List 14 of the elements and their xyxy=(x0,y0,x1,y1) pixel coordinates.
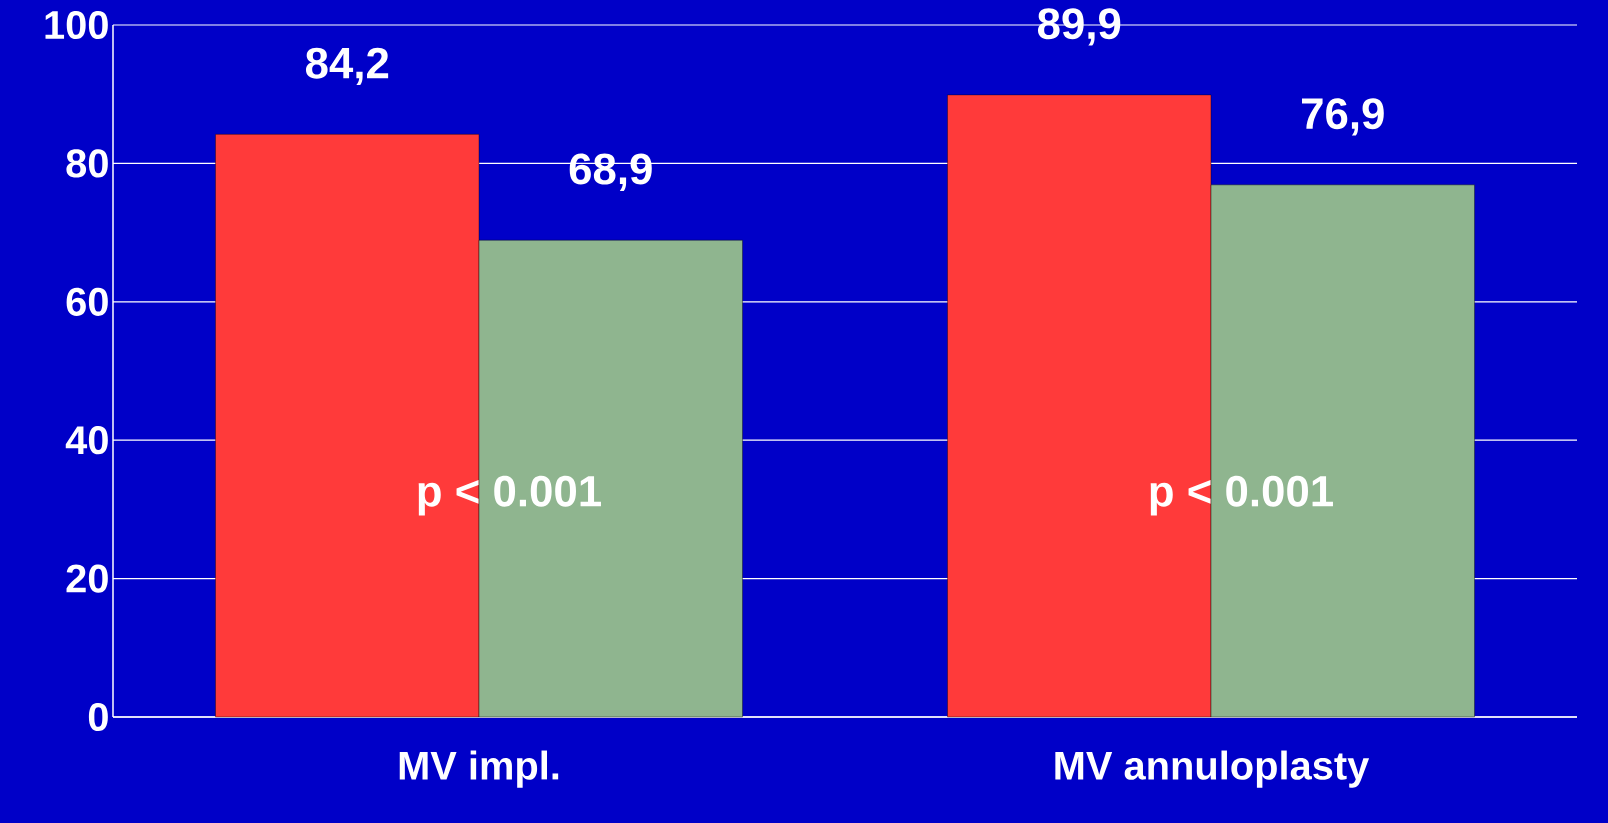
x-tick-label: MV annuloplasty xyxy=(1055,750,1370,788)
data-label: 89,9 xyxy=(1037,8,1121,46)
y-tick-label: 40 xyxy=(65,426,108,455)
y-tick-label: 0 xyxy=(88,702,108,732)
data-label: 76,9 xyxy=(1302,98,1384,136)
annotation: p < 0.001 xyxy=(1150,475,1333,516)
y-tick-label: 80 xyxy=(66,149,108,178)
annotation: p < 0.001 xyxy=(418,475,601,516)
data-label: 68,9 xyxy=(569,153,652,191)
data-label: 84,2 xyxy=(305,47,389,86)
y-tick-label: 100 xyxy=(45,10,108,40)
x-tick-label: MV impl. xyxy=(399,750,559,788)
y-tick-label: 60 xyxy=(66,287,108,316)
y-tick-label: 20 xyxy=(66,564,108,593)
